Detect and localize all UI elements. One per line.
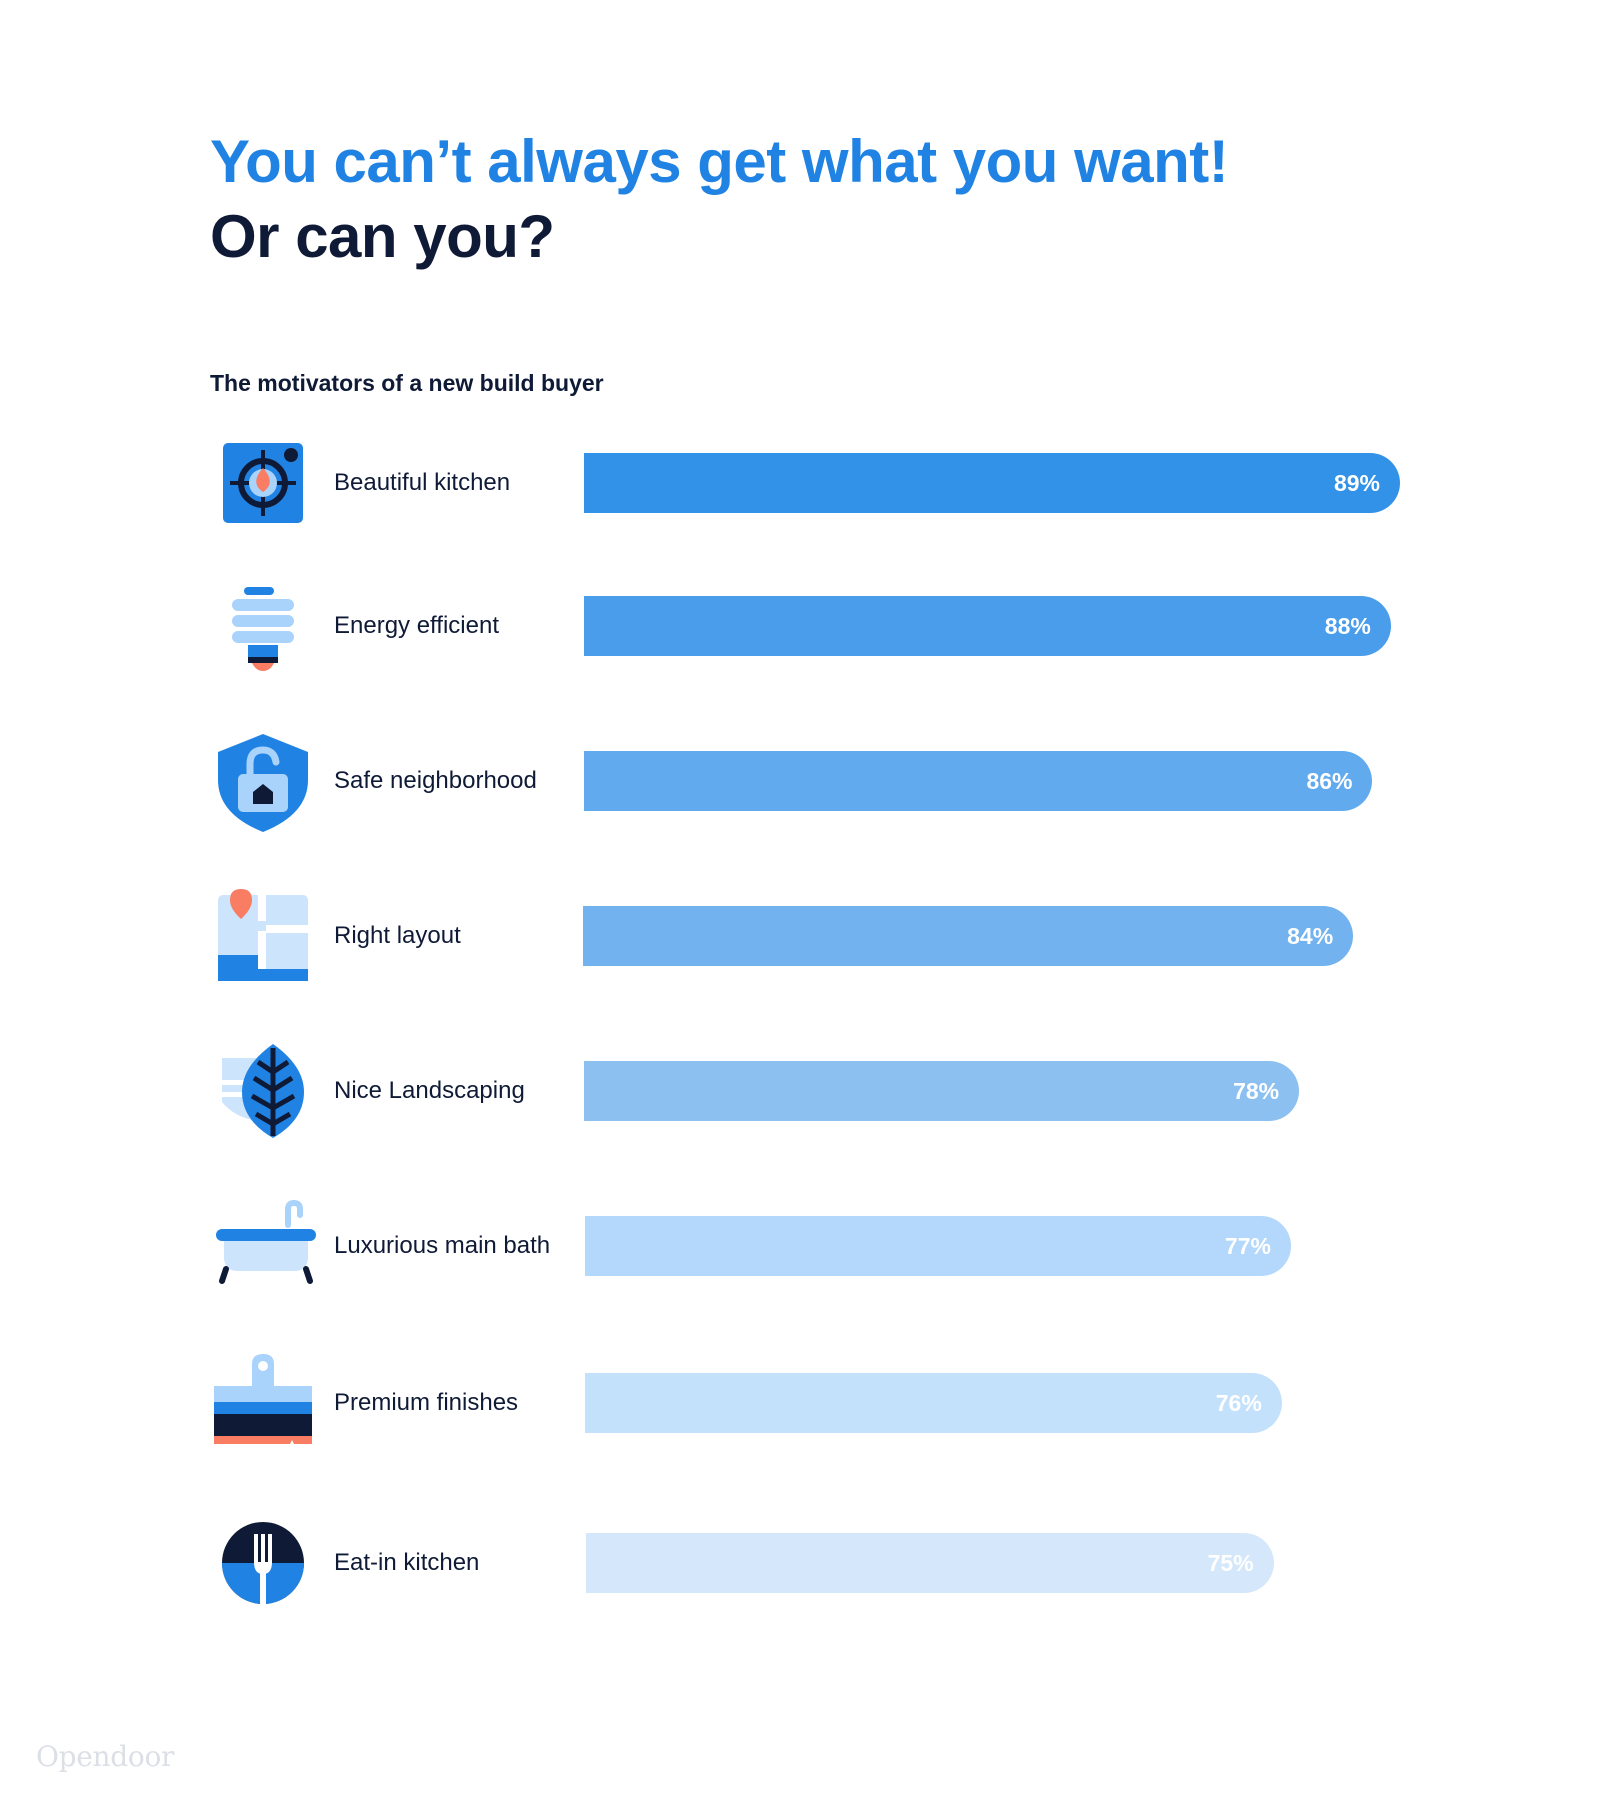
bar — [584, 751, 1373, 811]
stove-icon — [223, 443, 303, 523]
chart-title-line1: You can’t always get what you want! — [210, 128, 1229, 195]
leaf-icon — [222, 1044, 304, 1138]
category-label: Beautiful kitchen — [334, 469, 511, 496]
bar — [585, 1216, 1291, 1276]
bar — [584, 1061, 1300, 1121]
bar-value-label: 78% — [1233, 1078, 1280, 1104]
bar-value-label: 89% — [1333, 470, 1380, 496]
category-label: Eat-in kitchen — [334, 1549, 480, 1576]
bar — [584, 596, 1391, 656]
category-label: Safe neighborhood — [334, 767, 537, 794]
bathtub-icon — [216, 1199, 316, 1284]
bar — [584, 453, 1400, 513]
bar — [586, 1533, 1274, 1593]
bar-value-label: 86% — [1306, 768, 1353, 794]
category-label: Nice Landscaping — [334, 1077, 525, 1104]
category-label: Energy efficient — [334, 612, 499, 639]
category-label: Premium finishes — [334, 1389, 519, 1416]
shield-lock-icon — [218, 734, 308, 832]
bar-value-label: 88% — [1324, 613, 1371, 639]
chart-title-line2: Or can you? — [210, 203, 555, 270]
lightbulb-icon — [232, 587, 294, 671]
category-label: Luxurious main bath — [334, 1232, 551, 1259]
floorplan-icon — [218, 889, 308, 981]
bar-value-label: 84% — [1287, 923, 1334, 949]
bar — [585, 1373, 1282, 1433]
bar-value-label: 76% — [1215, 1390, 1262, 1416]
brand-logo: Opendoor — [36, 1740, 175, 1773]
chart-subtitle: The motivators of a new build buyer — [210, 370, 604, 396]
paintbrush-icon — [214, 1354, 312, 1444]
bar-value-label: 75% — [1207, 1550, 1254, 1576]
bar-value-label: 77% — [1224, 1233, 1271, 1259]
bar — [583, 906, 1354, 966]
category-label: Right layout — [334, 922, 461, 949]
fork-plate-icon — [222, 1522, 304, 1606]
